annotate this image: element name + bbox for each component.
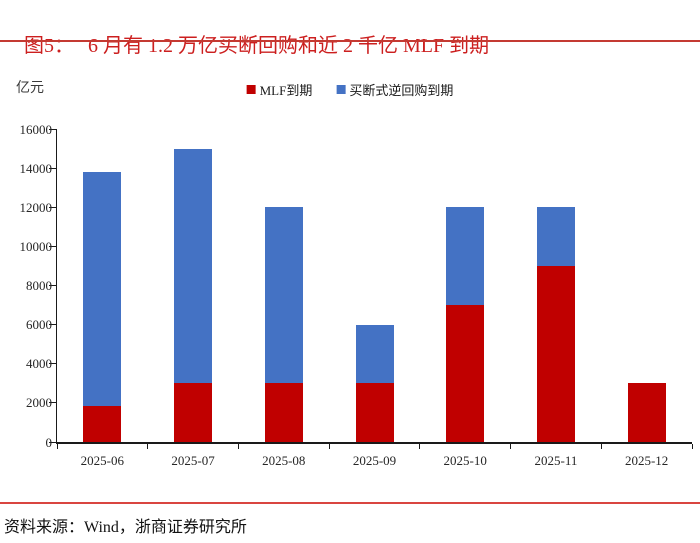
y-tick-mark (49, 128, 56, 130)
y-tick-mark (49, 285, 56, 286)
x-axis (55, 442, 692, 444)
x-tick-mark (56, 443, 58, 449)
title-divider-line (0, 40, 700, 42)
legend-item-repo: 买断式逆回购到期 (336, 80, 453, 99)
legend-label-repo: 买断式逆回购到期 (349, 83, 454, 98)
x-tick-mark (419, 443, 421, 449)
y-tick-mark (49, 206, 56, 208)
y-tick-mark (49, 402, 56, 404)
chart-legend: MLF到期 买断式逆回购到期 (246, 80, 453, 99)
bar-segment-repo (355, 324, 394, 384)
y-tick-mark (49, 167, 56, 169)
x-tick-label: 2025-08 (262, 453, 306, 468)
source-note: 资料来源：Wind，浙商证券研究所 (4, 519, 247, 536)
x-tick-mark (691, 443, 693, 449)
legend-swatch-repo (336, 85, 346, 94)
x-tick-label: 2025-06 (80, 453, 125, 468)
x-tick-mark (328, 443, 330, 449)
x-tick-mark (600, 443, 602, 449)
y-tick-label: 6000 (26, 317, 52, 333)
x-tick-mark (237, 443, 239, 449)
bar-segment-mlf (264, 383, 303, 442)
x-tick-label: 2025-12 (624, 453, 669, 468)
bar-segment-mlf (446, 305, 485, 442)
bar-segment-mlf (355, 383, 394, 442)
y-tick-label: 4000 (26, 356, 52, 372)
legend-item-mlf: MLF到期 (246, 80, 313, 99)
bar-segment-mlf (174, 383, 213, 442)
x-tick-mark (510, 443, 512, 449)
bar-segment-repo (446, 207, 485, 306)
x-tick-label: 2025-11 (534, 453, 578, 468)
y-tick-label: 12000 (19, 199, 53, 215)
legend-swatch-mlf (246, 85, 256, 94)
y-tick-label: 0 (45, 434, 53, 450)
bar-segment-mlf (83, 406, 122, 442)
y-tick-label: 10000 (19, 238, 53, 254)
x-tick-label: 2025-10 (443, 453, 487, 468)
bar-segment-mlf (536, 265, 575, 442)
y-tick-label: 8000 (26, 278, 52, 293)
legend-label-mlf: MLF到期 (259, 83, 313, 98)
y-tick-label: 16000 (19, 121, 53, 137)
x-tick-mark (147, 443, 149, 449)
bar-segment-repo (264, 207, 303, 384)
footer-divider-line (0, 502, 700, 504)
bar-segment-repo (83, 171, 122, 407)
bar-segment-mlf (627, 383, 666, 442)
y-axis-unit-label: 亿元 (16, 81, 44, 96)
y-tick-label: 2000 (26, 395, 52, 411)
y-tick-label: 14000 (19, 160, 53, 176)
y-tick-mark (49, 245, 56, 247)
y-tick-mark (49, 324, 56, 326)
y-axis (55, 129, 57, 444)
y-tick-mark (49, 363, 56, 365)
y-tick-mark (49, 441, 56, 443)
bar-segment-repo (536, 207, 575, 266)
x-tick-label: 2025-09 (352, 453, 397, 468)
bar-segment-repo (174, 148, 213, 384)
x-tick-label: 2025-07 (171, 453, 215, 468)
